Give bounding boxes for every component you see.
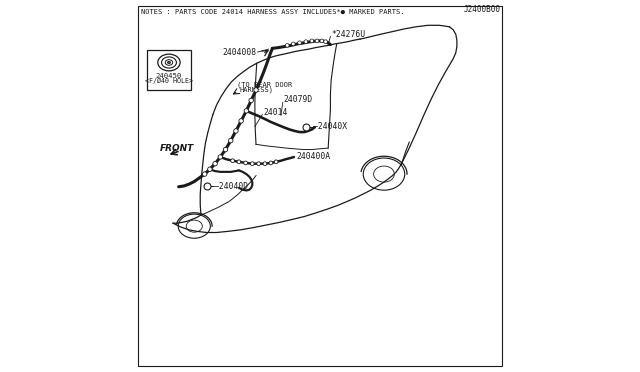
Ellipse shape	[291, 42, 295, 46]
Ellipse shape	[298, 41, 301, 45]
Ellipse shape	[244, 109, 248, 113]
Ellipse shape	[202, 172, 207, 176]
Ellipse shape	[269, 161, 273, 165]
Ellipse shape	[168, 61, 170, 64]
Text: 24014: 24014	[264, 108, 288, 117]
Ellipse shape	[275, 160, 278, 164]
Ellipse shape	[239, 119, 243, 123]
Text: 240450: 240450	[156, 73, 182, 79]
Ellipse shape	[310, 39, 314, 43]
Text: NOTES : PARTS CODE 24014 HARNESS ASSY INCLUDES*● MARKED PARTS.: NOTES : PARTS CODE 24014 HARNESS ASSY IN…	[141, 9, 404, 15]
Ellipse shape	[234, 129, 238, 133]
Ellipse shape	[244, 161, 248, 165]
Ellipse shape	[249, 98, 253, 103]
Text: *24276U: *24276U	[331, 30, 365, 39]
Text: J2400B00: J2400B00	[463, 5, 500, 14]
Text: 24079D: 24079D	[284, 95, 313, 104]
Ellipse shape	[228, 138, 233, 143]
Ellipse shape	[223, 147, 228, 152]
Ellipse shape	[213, 161, 218, 166]
Text: HARNESS): HARNESS)	[239, 86, 274, 93]
Ellipse shape	[263, 162, 267, 166]
Text: <F/Ø40 HOLE>: <F/Ø40 HOLE>	[145, 78, 193, 84]
Text: 2404008: 2404008	[223, 48, 257, 57]
Ellipse shape	[237, 160, 241, 164]
Ellipse shape	[254, 88, 259, 92]
Text: —24040D: —24040D	[214, 182, 248, 191]
Bar	[147, 50, 191, 90]
Ellipse shape	[315, 39, 319, 43]
Ellipse shape	[324, 40, 328, 44]
Ellipse shape	[257, 162, 260, 166]
Text: 240400A: 240400A	[297, 152, 331, 161]
Ellipse shape	[304, 40, 308, 44]
Text: FRONT: FRONT	[159, 144, 194, 153]
Ellipse shape	[207, 167, 212, 171]
Ellipse shape	[250, 162, 254, 166]
Ellipse shape	[285, 44, 289, 47]
Ellipse shape	[230, 159, 234, 163]
Ellipse shape	[320, 39, 324, 43]
Text: (TO REAR DOOR: (TO REAR DOOR	[237, 81, 292, 88]
Ellipse shape	[218, 155, 223, 159]
Text: —24040X: —24040X	[314, 122, 348, 131]
